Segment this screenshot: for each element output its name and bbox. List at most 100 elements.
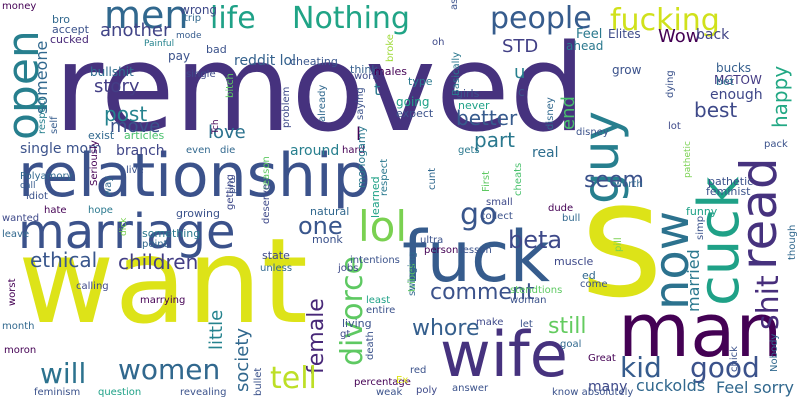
word-marrying: calling (76, 281, 109, 292)
word-red: percentage (354, 377, 411, 388)
word-nothing: Nothing (292, 1, 410, 36)
word-lot: disney (576, 127, 609, 138)
word-moron: month (2, 321, 35, 332)
word-branch: branch (116, 143, 165, 159)
word-wow: Wow (658, 26, 701, 47)
word-kid: kid (620, 351, 662, 384)
word-bullshit: bullshit (90, 65, 134, 79)
word-collect: natural (310, 205, 350, 218)
word-leave: hate (44, 205, 67, 216)
word-weak: poly (416, 385, 438, 396)
word-seriously: hope (88, 205, 113, 216)
word-bull: dude (548, 203, 574, 214)
word-let: goal (560, 339, 582, 350)
word-cheating: cheating (290, 55, 338, 68)
word-feel: Feel (576, 27, 603, 42)
word-monogamy: monogamy (355, 125, 368, 188)
word-one: one (298, 212, 343, 240)
word-shit: shit (751, 275, 786, 330)
word-men: men (104, 0, 189, 37)
word-feminism: question (98, 387, 142, 398)
word-u: u (514, 62, 526, 83)
word-saying: saying (355, 87, 366, 120)
word-trip: trip (184, 13, 202, 24)
word-ahead: ahead (566, 39, 604, 53)
word-monk: dick (119, 217, 129, 236)
word-s: s (580, 146, 664, 333)
word-wife: wife (440, 318, 568, 391)
word-elites: Elites (608, 27, 641, 41)
word-percentage: feminism (34, 387, 81, 398)
word-gets: hard (342, 145, 365, 156)
word-work: work (354, 71, 379, 82)
word-state: monk (312, 233, 343, 246)
word-life: life (210, 1, 256, 36)
word-simp: muscle (554, 255, 594, 268)
word-unless: jobs (338, 263, 359, 274)
word-tell: tell (270, 361, 317, 396)
word-c: swinging (407, 251, 418, 296)
word-goal: moron (4, 345, 37, 356)
word-ethical: ethical (30, 248, 98, 272)
word-society: society (232, 327, 253, 392)
word-even: pack (764, 139, 788, 150)
word-worst: woman (510, 295, 547, 306)
word-woman: stendtions (510, 285, 563, 296)
word-end: better (456, 106, 518, 130)
word-married: married (684, 249, 703, 312)
word-death: Ex (396, 375, 409, 386)
word-enough: enough (710, 87, 763, 103)
word-pay: pay (168, 49, 191, 63)
word-ass: ass (449, 0, 460, 10)
word-removed: removed (54, 20, 586, 159)
word-painful: Painful (144, 39, 175, 49)
word-poly: death (365, 331, 376, 360)
word-think: think (350, 63, 378, 76)
word-better: happy (768, 65, 792, 128)
word-cheats: gets (458, 145, 480, 156)
word-relationship: relationship (18, 141, 371, 211)
word-part: part (474, 128, 516, 152)
word-broke: broke (385, 34, 396, 62)
word-come: ed (582, 269, 596, 282)
word-comment: comment (430, 280, 535, 305)
word-real: real (532, 145, 559, 161)
word-o: c (518, 85, 525, 99)
word-ultra: bull (562, 213, 581, 224)
word-though: pill (613, 237, 624, 252)
word-deserve: learned (369, 176, 382, 218)
word-hard: die (220, 145, 236, 156)
word-mgtow: MGTOW (714, 73, 762, 87)
word-little: little (206, 309, 227, 350)
word-gt: living (342, 317, 372, 330)
word-grow: grow (612, 63, 642, 77)
word-point: something (142, 227, 201, 240)
word-people: people (490, 1, 592, 36)
word-males: males (374, 65, 408, 78)
word-want: want (18, 212, 308, 350)
word-another: another (100, 20, 171, 41)
word-go: go (460, 197, 498, 232)
word-living: entire (366, 305, 396, 316)
word-pro: Seriously (89, 140, 100, 186)
word-hate: idiot (26, 191, 48, 202)
word-bucks: bucks (716, 61, 752, 75)
word-seem: seem (584, 168, 644, 193)
word-chick: Great (588, 353, 616, 364)
word-pill: simp (695, 215, 706, 240)
word-beta: beta (508, 226, 563, 254)
word-move: move (110, 116, 161, 137)
word-good: good (690, 351, 760, 384)
word-women: women (118, 353, 221, 386)
word-month: gt (340, 329, 351, 340)
word-respect: respect (37, 96, 48, 134)
word-self: self (49, 116, 60, 134)
word-many: many (588, 379, 628, 395)
word-single-mom: single mom (20, 141, 102, 157)
word-love: love (208, 122, 246, 143)
word-know-absolutely: answer (452, 383, 489, 394)
word-feminist: pathetic (708, 175, 754, 188)
word-exist: exist (88, 129, 115, 142)
word-l: l (356, 124, 362, 145)
word-way: leave (2, 229, 30, 240)
